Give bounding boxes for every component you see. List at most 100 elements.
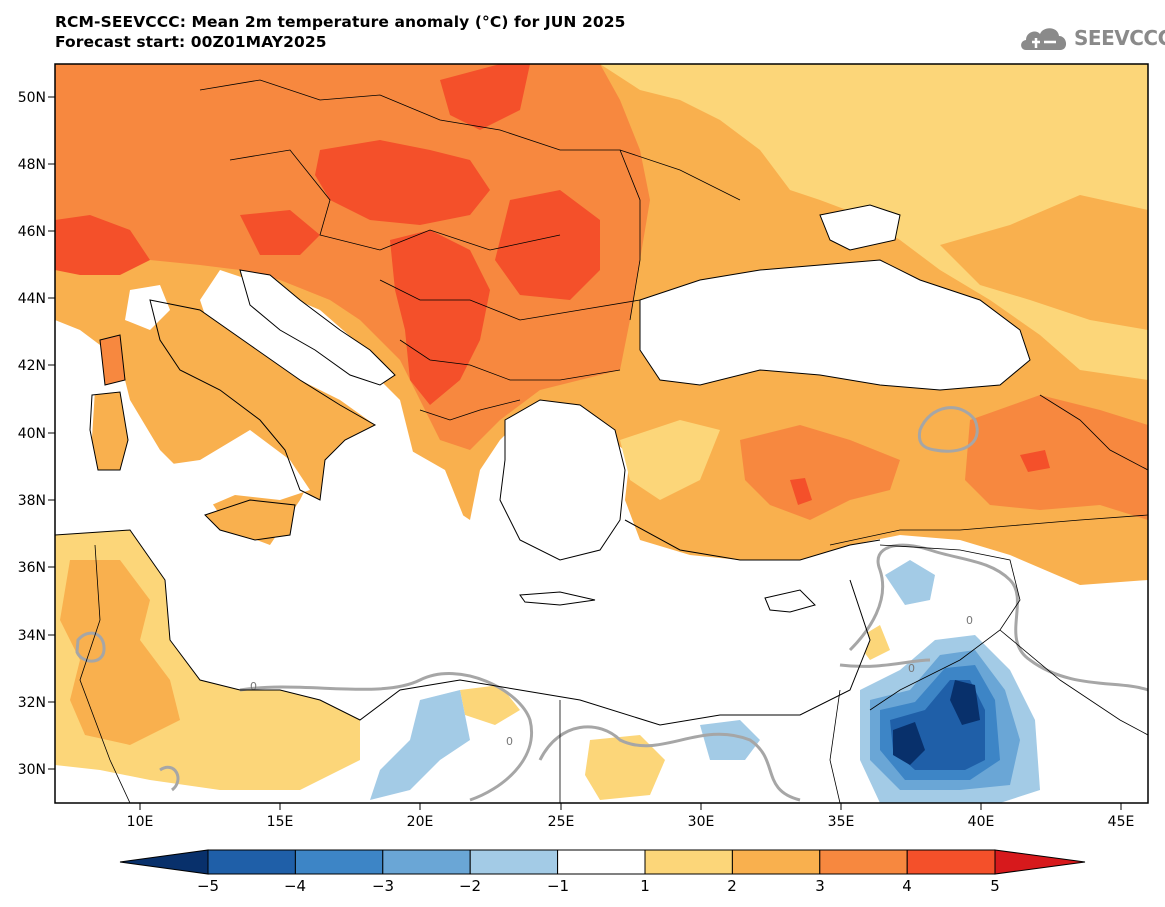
lon-label-25e: 25E [548,814,575,830]
border-1 [199,79,741,201]
lat-label-36n: 36N [18,560,46,576]
black-sea [640,260,1030,390]
border-9 [999,629,1148,736]
land-anomaly-4-5-north [440,64,530,130]
colorbar-arrow-low [119,849,209,875]
coastline-aegean [499,399,626,561]
egypt-anomaly-neg [700,720,760,760]
land-anomaly-3-4-europe [55,64,650,450]
border-4 [399,339,621,381]
colorbar-label-5: 5 [990,877,1000,895]
sicily [205,500,295,540]
lat-label-32n: 32N [18,695,46,711]
land-anomaly-4-5-anatolia [790,478,812,505]
colorbar-arrow-high [994,849,1086,875]
east-med-sea [170,560,870,725]
zero-contour-egypt [538,725,801,802]
land-anomaly-4-5-romania [495,190,600,300]
border-6 [619,149,641,321]
map-area: 0 0 0 0 [55,64,1148,803]
egypt-anomaly-1-2 [585,735,665,800]
country-borders [79,79,1148,803]
coastline-corsica [99,334,126,386]
map-title: RCM-SEEVCCC: Mean 2m temperature anomaly… [55,13,626,31]
neg-anomaly-lt-5-east [950,680,980,725]
lon-label-40e: 40E [968,814,995,830]
border-10 [79,544,131,803]
coastline-azov [819,204,901,251]
lon-label-35e: 35E [828,814,855,830]
tyrrhenian-sea [120,430,310,540]
coastline-crete [519,591,596,606]
contour-label-2: 0 [506,735,513,748]
colorbar-segment-9 [906,849,996,875]
zero-contour-libya-2 [239,672,533,802]
lat-label-38n: 38N [18,493,46,509]
colorbar-segment-7 [731,849,821,875]
zero-contour-anatolia [917,406,979,453]
longitude-labels: 10E 15E 20E 25E 30E 35E 40E 45E [127,814,1135,830]
cloud-icon [1021,28,1067,50]
logo-text: SEEVCCC [1074,26,1165,50]
neg-anomaly-lt-5-west [893,722,925,765]
lat-label-44n: 44N [18,291,46,307]
colorbar-label-2: 2 [727,877,737,895]
colorbar-label-neg1: −1 [547,877,569,895]
colorbar-segment-2 [294,849,384,875]
adriatic-sea [240,270,395,385]
zero-contours [75,406,1148,802]
colorbar-label-neg2: −2 [459,877,481,895]
border-8 [869,544,1021,711]
coastline-north-africa [55,529,871,726]
colorbar-segment-1 [207,849,296,875]
colorbar-segment-3 [382,849,471,875]
colorbar-labels: −5 −4 −3 −2 −1 1 2 3 4 5 [197,877,1000,895]
colorbar-segment-8 [819,849,908,875]
neg-anomaly-syria [885,560,935,605]
north-africa-anomaly-2-3 [60,560,180,745]
lon-label-45e: 45E [1108,814,1135,830]
coastline-italy [149,299,377,501]
sardinia [90,392,128,470]
coastline-cyprus [764,589,816,613]
land-anomaly-3-4-anatolia [740,425,900,520]
title-block: RCM-SEEVCCC: Mean 2m temperature anomaly… [55,12,626,52]
colorbar-segment-4 [469,849,559,875]
zero-contour-sinai [839,658,931,668]
land-anomaly-4-5-west [55,215,150,275]
border-13 [1039,394,1148,471]
land-anomaly-2-3-east [940,195,1148,330]
latitude-axis [48,96,55,770]
contour-label-4: 0 [966,614,973,627]
border-3 [379,279,641,321]
libya-anomaly-neg [370,690,470,800]
colorbar-label-1: 1 [640,877,650,895]
colorbar-segment-5 [557,849,646,875]
contour-label-1: 0 [250,680,257,693]
zero-contour-tunisia [75,631,106,663]
lon-label-10e: 10E [127,814,154,830]
lat-label-50n: 50N [18,90,46,106]
colorbar-label-3: 3 [815,877,825,895]
colorbar [119,849,1086,875]
border-2 [229,149,561,251]
lat-label-34n: 34N [18,628,46,644]
border-7 [829,514,1148,546]
contour-label-3: 0 [908,662,915,675]
lon-label-15e: 15E [267,814,294,830]
colorbar-segment-6 [644,849,733,875]
latitude-labels: 50N 48N 46N 44N 42N 40N 38N 36N 34N 32N … [18,90,46,778]
seevccc-logo: SEEVCCC [1018,22,1165,56]
coastline-black-sea [639,259,1031,391]
colorbar-label-4: 4 [902,877,912,895]
west-med-sea [55,330,140,535]
lat-label-30n: 30N [18,762,46,778]
border-5 [419,399,521,421]
italy-landmass [150,300,375,500]
forecast-start: Forecast start: 00Z01MAY2025 [55,33,327,51]
gulf-of-genoa [125,285,170,330]
coastline-sardinia [89,391,129,471]
land-anomaly-4-5-hungary [315,140,490,225]
lat-label-46n: 46N [18,224,46,240]
border-12 [829,689,841,803]
